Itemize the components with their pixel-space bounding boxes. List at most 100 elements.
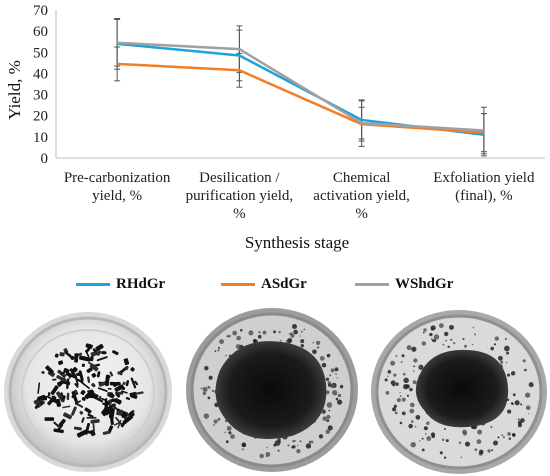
speckle [445,339,447,342]
speckle [525,405,531,411]
flake [88,361,94,366]
speckle [517,423,522,428]
flake [130,377,137,389]
flake [79,410,84,415]
flake [125,396,131,401]
speckle [497,355,503,361]
speckle [321,362,327,368]
speckle [422,331,425,334]
series-line-asdgr [117,62,484,134]
y-tick-label: 0 [41,151,49,167]
speckle [510,371,516,376]
speckle [208,375,213,380]
speckle [225,354,227,357]
speckle [308,440,312,444]
flake [91,372,97,378]
speckle [522,359,526,363]
flake [73,426,82,431]
flake [101,397,106,401]
speckle [322,410,326,413]
speckle [387,370,392,374]
speckle [413,370,415,372]
legend-label-rhdgr: RHdGr [116,276,166,292]
x-category-label-line: Exfoliation yield [433,170,535,186]
speckle [335,397,339,401]
speckle [421,448,425,452]
x-category-label-line: purification yield, [186,188,293,204]
speckle [390,360,396,366]
flake [44,417,55,421]
speckle [487,449,491,453]
x-category-label: Pre-carbonization yield, % [64,170,171,204]
speckle [472,326,475,329]
flake [87,376,91,383]
x-category-label-line: Pre-carbonization [64,170,171,186]
speckle [213,419,218,424]
x-category-label: Desilication / purification yield,% [186,170,293,222]
speckle [474,333,477,336]
speckle [502,436,505,439]
flake [66,392,70,401]
speckle [405,384,410,389]
speckle [462,429,467,435]
speckle [217,346,220,349]
speckle [460,456,463,459]
flake [64,351,74,360]
flake [55,398,62,408]
speckle [491,449,494,452]
speckle [211,389,215,393]
flake [90,418,100,424]
speckle [494,336,499,341]
speckle [393,373,397,377]
speckle [476,439,482,445]
speckle [474,448,478,452]
flake [87,390,94,393]
y-tick-labels: 0 10 20 30 40 50 60 70 [33,3,48,167]
speckle [401,397,406,402]
speckle [291,323,298,330]
speckle [528,382,534,388]
speckle [403,377,409,384]
speckle [448,324,454,330]
speckle [279,441,281,444]
rhdgr-flakes [33,343,144,438]
speckle [207,386,211,389]
flake [95,343,104,352]
speckle [409,387,413,392]
speckle [262,330,267,335]
speckle [274,440,281,446]
speckle [394,411,398,415]
speckle [326,402,333,408]
speckle [257,334,262,339]
speckle [423,328,427,332]
speckle [266,446,268,449]
speckle [385,390,390,395]
speckle [497,436,500,439]
speckle [410,441,416,448]
legend-label-wshdgr: WShdGr [395,276,454,292]
flake [130,394,138,399]
speckle [514,400,520,406]
speckle [396,398,401,403]
speckle [477,429,483,435]
speckle [395,355,398,358]
legend-item-asdgr: ASdGr [221,276,307,293]
flake [120,386,126,391]
flake [115,417,123,426]
speckle [303,328,306,331]
flake [81,417,85,423]
speckle [441,438,445,441]
x-category-label-line: Desilication / [199,170,280,186]
speckle [524,368,527,372]
wshdgr-sample-photo [371,310,547,474]
speckle [471,343,474,346]
flake [90,351,96,357]
speckle [430,325,436,331]
flake [90,355,94,362]
legend-swatch-rhdgr [76,283,110,286]
speckle [301,330,303,333]
flake [69,368,78,380]
flake [74,353,79,363]
speckle [200,387,203,390]
flake [92,423,95,432]
